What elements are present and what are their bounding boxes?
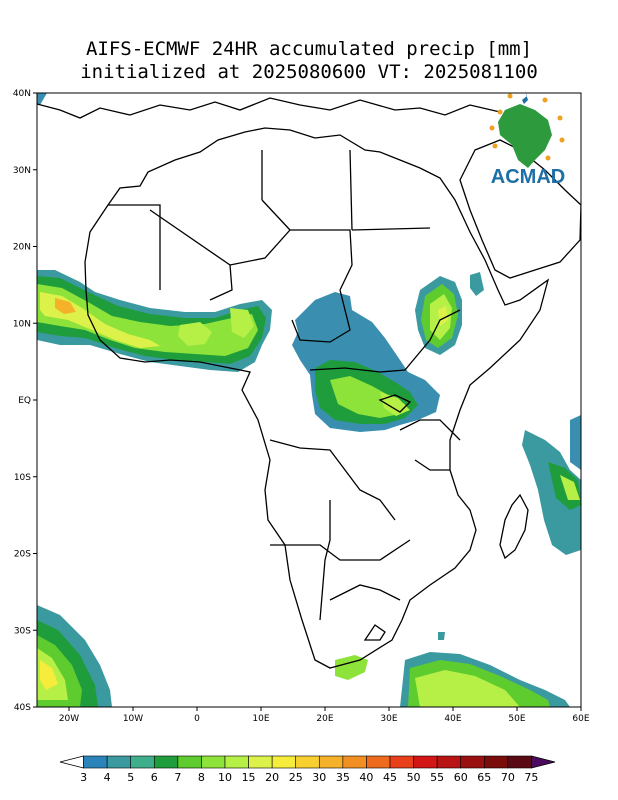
colorbar-label: 40: [359, 771, 373, 784]
lon-tick-label: 50E: [508, 714, 525, 724]
colorbar-label: 35: [336, 771, 350, 784]
colorbar-label: 25: [289, 771, 303, 784]
colorbar-label: 6: [151, 771, 158, 784]
colorbar-swatch: [295, 755, 320, 769]
lon-tick-label: 10W: [123, 714, 143, 724]
acmad-logo: ACMAD: [489, 90, 565, 188]
colorbar-swatch: [366, 755, 391, 769]
colorbar: 3 4 5 6 7 8 10 15 20 25 30 35 40 45 50 55 60 65 70 75: [59, 755, 556, 784]
lat-tick-label: 20S: [14, 550, 31, 560]
lat-tick-label: 40N: [13, 89, 31, 99]
colorbar-label: 5: [127, 771, 134, 784]
lon-tick-label: 0: [194, 714, 200, 724]
colorbar-label: 70: [501, 771, 515, 784]
colorbar-swatch: [507, 755, 532, 769]
lat-tick-label: 30S: [14, 626, 31, 636]
precip-fields: [37, 93, 581, 707]
longitude-ticks: 20W 10W 0 10E 20E 30E 40E 50E 60E: [59, 707, 590, 724]
colorbar-swatch: [389, 755, 414, 769]
precip-madagascar-east: [522, 430, 581, 555]
lat-tick-label: 40S: [14, 703, 31, 713]
colorbar-label: 75: [524, 771, 538, 784]
lon-tick-label: 30E: [380, 714, 397, 724]
latitude-ticks: 40N 30N 20N 10N EQ 10S 20S 30S 40S: [13, 89, 37, 713]
colorbar-label: 60: [454, 771, 468, 784]
map-title-line2: initialized at 2025080600 VT: 2025081100: [80, 61, 538, 83]
colorbar-label: 7: [174, 771, 181, 784]
colorbar-label: 10: [218, 771, 232, 784]
colorbar-over-triangle: [531, 755, 556, 769]
colorbar-swatch: [177, 755, 202, 769]
colorbar-swatch: [342, 755, 367, 769]
lat-tick-label: EQ: [18, 396, 31, 406]
lon-tick-label: 10E: [252, 714, 269, 724]
colorbar-swatch: [436, 755, 462, 769]
colorbar-swatch: [271, 755, 297, 769]
colorbar-swatch: [83, 755, 108, 769]
lon-tick-label: 60E: [572, 714, 589, 724]
colorbar-label: 65: [477, 771, 491, 784]
colorbar-label: 4: [104, 771, 111, 784]
colorbar-label: 3: [80, 771, 87, 784]
colorbar-label: 30: [312, 771, 326, 784]
colorbar-label: 50: [407, 771, 421, 784]
colorbar-label: 55: [430, 771, 444, 784]
colorbar-label: 15: [242, 771, 256, 784]
colorbar-under-triangle: [59, 755, 84, 769]
colorbar-swatch: [413, 755, 438, 769]
colorbar-swatch: [460, 755, 485, 769]
colorbar-label: 8: [198, 771, 205, 784]
lat-tick-label: 10N: [13, 319, 31, 329]
lat-tick-label: 10S: [14, 473, 31, 483]
acmad-logo-text: ACMAD: [491, 166, 565, 188]
map-title-line1: AIFS-ECMWF 24HR accumulated precip [mm]: [85, 38, 533, 60]
lon-tick-label: 20W: [59, 714, 79, 724]
colorbar-swatch: [224, 755, 249, 769]
lon-tick-label: 40E: [444, 714, 461, 724]
colorbar-swatch: [318, 755, 344, 769]
lon-tick-label: 20E: [316, 714, 333, 724]
lat-tick-label: 20N: [13, 243, 31, 253]
colorbar-label: 45: [383, 771, 397, 784]
coastlines-borders: [37, 97, 581, 669]
lat-tick-label: 30N: [13, 166, 31, 176]
colorbar-label: 20: [265, 771, 279, 784]
colorbar-swatch: [248, 755, 273, 769]
colorbar-swatch: [153, 755, 179, 769]
colorbar-swatch: [201, 755, 226, 769]
colorbar-swatch: [483, 755, 509, 769]
colorbar-swatch: [106, 755, 132, 769]
colorbar-swatch: [130, 755, 155, 769]
